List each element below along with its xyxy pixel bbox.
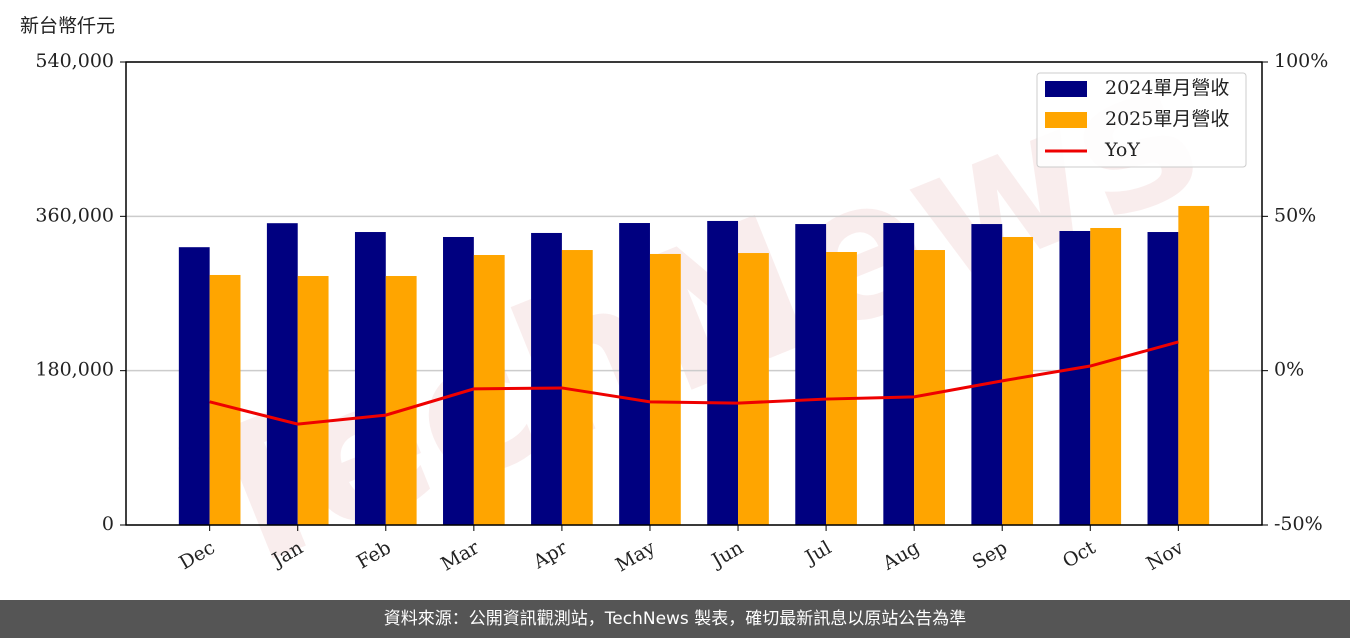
bar [1090, 227, 1122, 525]
y2-tick-label: -50% [1274, 513, 1323, 535]
bar [209, 274, 241, 525]
chart: 新台幣仟元 TechNews 0180,000360,000540,000-50… [20, 15, 1328, 618]
x-tick-label: Oct [1059, 536, 1100, 572]
footer: 資料來源：公開資訊觀測站，TechNews 製表，確切最新訊息以原站公告為準 [0, 600, 1350, 638]
legend-box [1036, 72, 1247, 168]
bar [354, 232, 386, 525]
bar [297, 276, 329, 525]
x-tick-label: Aug [878, 537, 923, 576]
bar [738, 253, 769, 525]
bar [178, 247, 210, 525]
bar [883, 223, 915, 525]
legend-label: 2025單月營收 [1105, 108, 1229, 130]
bar [826, 252, 857, 526]
bar [971, 224, 1003, 526]
bar [1147, 232, 1179, 525]
x-tick-label: May [612, 536, 659, 576]
y2-tick-label: 50% [1274, 204, 1316, 226]
bar [531, 232, 562, 525]
bar [914, 250, 945, 525]
y-tick-label: 540,000 [35, 50, 114, 72]
x-tick-label: Sep [969, 537, 1012, 574]
bar [619, 223, 650, 525]
x-tick-label: Apr [529, 536, 572, 573]
y-tick-label: 180,000 [35, 359, 114, 381]
x-tick-label: Jun [707, 537, 748, 573]
yoy-line [209, 340, 1179, 426]
y2-tick-label: 0% [1274, 359, 1304, 381]
x-tick-label: Nov [1143, 536, 1188, 575]
y-axis-label: 新台幣仟元 [20, 15, 115, 37]
legend-label: 2024單月營收 [1105, 77, 1229, 99]
x-tick-label: Jul [800, 537, 835, 570]
bar [385, 276, 417, 525]
bar [443, 236, 474, 525]
x-tick-label: Mar [437, 536, 483, 575]
x-tick-label: Dec [176, 537, 219, 575]
y2-tick-label: 100% [1274, 50, 1328, 72]
bar [1059, 230, 1091, 525]
bar [266, 223, 298, 525]
y-tick-label: 0 [102, 513, 114, 535]
bar [649, 253, 681, 526]
legend-label: YoY [1104, 139, 1140, 161]
plot-frame [125, 61, 1263, 526]
legend-swatch [1045, 81, 1087, 97]
y-tick-label: 360,000 [35, 204, 114, 226]
bar [1178, 205, 1210, 525]
legend-swatch [1045, 112, 1087, 128]
bar [707, 220, 739, 526]
bar [795, 224, 827, 526]
